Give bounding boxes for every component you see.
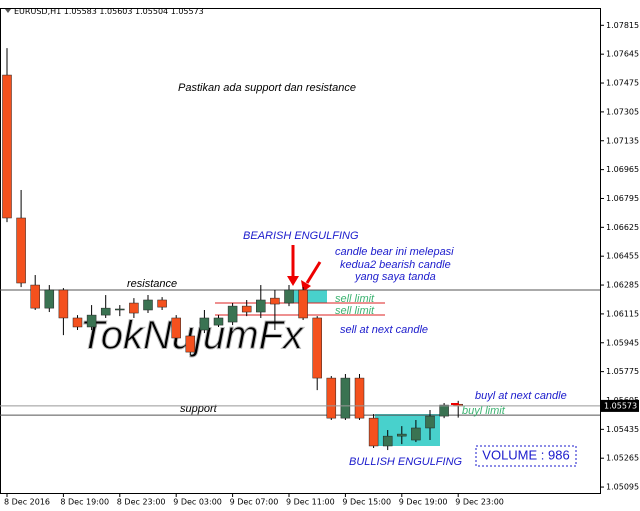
candle-body [241, 305, 252, 313]
candle-body [397, 433, 407, 437]
candle-body [340, 377, 351, 419]
y-tick-label: 1.06965 [606, 165, 639, 174]
candle-body [171, 317, 181, 339]
x-tick-label: 8 Dec 23:00 [117, 498, 166, 507]
candle-body [72, 317, 83, 328]
plot-frame [0, 8, 601, 494]
current-price: 1.05573 [604, 401, 637, 410]
annotation: yang saya tanda [354, 271, 436, 283]
header-open: 1.05583 [64, 7, 97, 16]
header-high: 1.05603 [99, 7, 132, 16]
candle-body [30, 284, 40, 309]
y-tick-label: 1.05945 [606, 338, 639, 347]
level-label: support [180, 403, 218, 415]
candle-body [270, 297, 280, 305]
candle-body [143, 299, 153, 311]
candle-body [284, 289, 294, 304]
candle-body [115, 308, 125, 311]
candle-body [86, 314, 97, 328]
annotation: sell limit [335, 293, 375, 305]
arrow-head [287, 276, 299, 286]
candle-body [411, 427, 421, 441]
candle-body [100, 307, 111, 316]
y-tick-label: 1.07475 [606, 79, 639, 88]
volume-label: VOLUME : 986 [482, 447, 569, 462]
y-tick-label: 1.07815 [606, 21, 639, 30]
candle-body [58, 289, 69, 319]
price-tag [601, 399, 639, 412]
candle-body [439, 404, 449, 417]
y-tick-label: 1.06455 [606, 252, 639, 261]
y-tick-label: 1.06795 [606, 194, 639, 203]
y-tick-label: 1.07135 [606, 136, 639, 145]
chart-header: EURUSD,H1 1.05583 1.05603 1.05504 1.0557… [14, 7, 204, 16]
volume-box [475, 445, 577, 467]
annotation: candle bear ini melepasi [335, 246, 454, 258]
x-tick-label: 9 Dec 19:00 [399, 498, 448, 507]
y-tick-label: 1.06115 [606, 309, 639, 318]
x-tick-label: 9 Dec 23:00 [455, 498, 504, 507]
candle-body [326, 377, 337, 419]
annotation: buyl at next candle [475, 390, 567, 402]
header-low: 1.05504 [135, 7, 168, 16]
y-tick-label: 1.06285 [606, 281, 639, 290]
candle-body [16, 217, 26, 284]
annotation: kedua2 bearish candle [340, 259, 451, 271]
annotation: sell limit [335, 305, 375, 317]
candle-body [185, 335, 196, 353]
y-tick-label: 1.05095 [606, 483, 639, 492]
header-close: 1.05573 [171, 7, 204, 16]
menu-icon [5, 9, 11, 13]
annotation: BULLISH ENGULFING [349, 456, 463, 468]
y-tick-label: 1.05435 [606, 425, 639, 434]
candle-body [425, 415, 435, 429]
y-tick-label: 1.07645 [606, 50, 639, 59]
candle-body [157, 299, 167, 308]
annotation: BEARISH ENGULFING [243, 230, 359, 242]
candle-body [354, 377, 365, 419]
arrow [305, 261, 322, 284]
candle-body [227, 305, 238, 323]
sell-zone [291, 290, 327, 303]
candle-body [256, 299, 266, 313]
x-tick-label: 8 Dec 19:00 [60, 498, 109, 507]
candle-body [382, 435, 393, 447]
x-tick-label: 9 Dec 03:00 [173, 498, 222, 507]
y-tick-label: 1.05265 [606, 454, 639, 463]
annotation: buyl limit [462, 405, 506, 417]
y-tick-label: 1.05775 [606, 367, 639, 376]
candle-body [368, 417, 379, 447]
annotation: Pastikan ada support dan resistance [178, 82, 356, 94]
x-tick-label: 9 Dec 11:00 [286, 498, 335, 507]
y-tick-label: 1.07305 [606, 107, 639, 116]
candle-body [44, 289, 55, 309]
candle-body [199, 317, 210, 331]
annotation: sell at next candle [340, 324, 428, 336]
x-tick-label: 8 Dec 2016 [4, 498, 50, 507]
candle-body [312, 317, 322, 379]
candle-body [2, 74, 12, 219]
candle-body [213, 317, 224, 326]
x-tick-label: 9 Dec 15:00 [342, 498, 391, 507]
level-label: resistance [127, 278, 177, 290]
x-tick-label: 9 Dec 07:00 [230, 498, 279, 507]
candle-body [129, 302, 139, 314]
y-tick-label: 1.06625 [606, 223, 639, 232]
candle-body [298, 289, 308, 319]
symbol: EURUSD,H1 [14, 7, 61, 16]
